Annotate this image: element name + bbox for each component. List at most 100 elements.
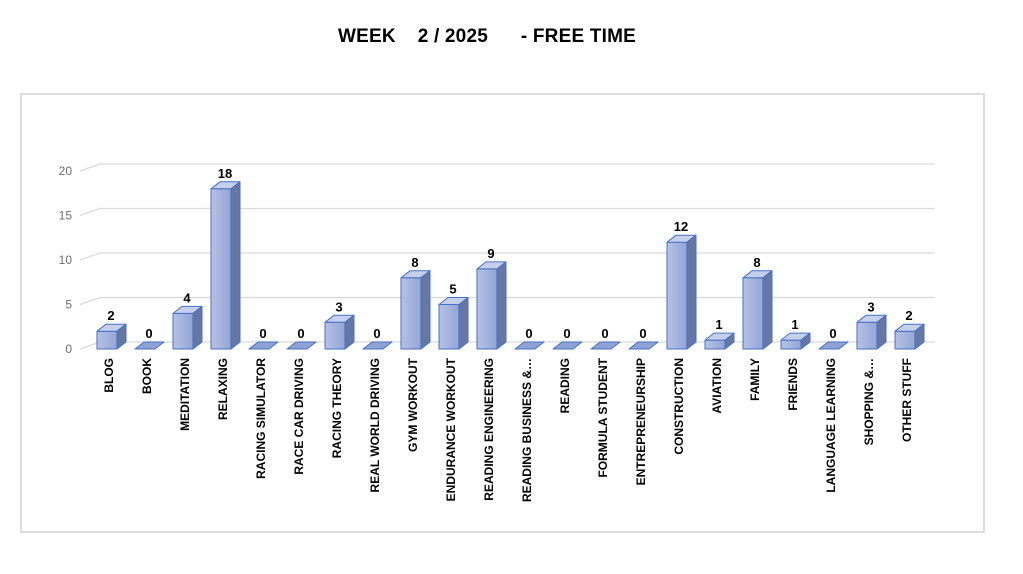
bar-zero-tile xyxy=(552,341,583,350)
category-label: REAL WORLD DRIVING xyxy=(368,358,382,492)
category-label: BOOK xyxy=(140,358,154,394)
bar-front-face xyxy=(856,321,878,350)
bar-side-face xyxy=(496,261,507,350)
data-label: 4 xyxy=(183,290,191,305)
bar-front-face xyxy=(780,339,802,350)
bar-front-face xyxy=(172,312,194,350)
bar-side-face xyxy=(686,234,697,350)
bar xyxy=(362,341,393,350)
data-label: 0 xyxy=(373,326,380,341)
data-label: 0 xyxy=(829,326,836,341)
bar xyxy=(400,270,431,350)
bar-zero-tile xyxy=(134,341,165,350)
bar xyxy=(552,341,583,350)
category-label: FRIENDS xyxy=(786,358,800,411)
bar-front-face xyxy=(400,277,422,350)
category-label: CONSTRUCTION xyxy=(672,358,686,455)
bar-zero-tile xyxy=(248,341,279,350)
y-tick-label: 5 xyxy=(65,298,72,312)
bar-zero-tile xyxy=(514,341,545,350)
bar xyxy=(286,341,317,350)
category-label: BLOG xyxy=(102,358,116,393)
data-label: 9 xyxy=(487,246,494,261)
category-label: RACING THEORY xyxy=(330,358,344,458)
y-tick-label: 10 xyxy=(59,253,73,267)
data-label: 3 xyxy=(867,299,874,314)
bar-side-face xyxy=(800,332,811,350)
category-label: READING xyxy=(558,358,572,413)
bar-side-face xyxy=(876,314,887,350)
data-label: 8 xyxy=(753,255,760,270)
bar-side-face xyxy=(762,270,773,350)
gridline xyxy=(79,252,935,261)
bar xyxy=(172,305,203,350)
data-label: 0 xyxy=(563,326,570,341)
category-label: MEDITATION xyxy=(178,358,192,431)
bar xyxy=(628,341,659,350)
gridline xyxy=(79,296,935,306)
data-label: 5 xyxy=(449,282,456,297)
data-label: 1 xyxy=(715,317,722,332)
bar xyxy=(476,261,507,350)
bar-side-face xyxy=(914,323,925,350)
bar-side-face xyxy=(192,305,203,350)
category-label: READING ENGINEERING xyxy=(482,358,496,501)
category-label: FORMULA STUDENT xyxy=(596,357,610,477)
data-label: 0 xyxy=(525,326,532,341)
bar xyxy=(856,314,887,350)
bar xyxy=(894,323,925,350)
bar-side-face xyxy=(458,297,469,350)
category-label: FAMILY xyxy=(748,358,762,401)
bar-front-face xyxy=(324,321,346,350)
bar-side-face xyxy=(420,270,431,350)
data-label: 18 xyxy=(218,166,232,181)
bar-side-face xyxy=(344,314,355,350)
chart-area: 0 5 10 15 20 2 BLOG 0 BOOK 4 MEDITATION 18 RELAXING… xyxy=(20,93,985,533)
bar-side-face xyxy=(724,332,735,350)
bar-front-face xyxy=(438,304,460,350)
bar xyxy=(324,314,355,350)
data-label: 12 xyxy=(674,219,688,234)
bar xyxy=(248,341,279,350)
category-label: ENDURANCE WORKOUT xyxy=(444,357,458,501)
category-label: RELAXING xyxy=(216,358,230,420)
bar xyxy=(742,270,773,350)
gridline xyxy=(79,163,935,172)
bar-side-face xyxy=(116,323,127,350)
bar xyxy=(96,323,127,350)
bar xyxy=(438,297,469,350)
data-label: 0 xyxy=(145,326,152,341)
category-label: RACING SIMULATOR xyxy=(254,358,268,479)
bar-zero-tile xyxy=(628,341,659,350)
bar-front-face xyxy=(96,330,118,350)
bar-front-face xyxy=(894,330,916,350)
y-tick-label: 15 xyxy=(59,209,73,223)
category-label: GYM WORKOUT xyxy=(406,357,420,452)
category-label: RACE CAR DRIVING xyxy=(292,358,306,475)
bar-front-face xyxy=(666,241,688,350)
bar-side-face xyxy=(230,181,241,350)
bar xyxy=(134,341,165,350)
category-label: LANGUAGE LEARNING xyxy=(824,358,838,493)
data-label: 0 xyxy=(297,326,304,341)
bars xyxy=(96,181,925,350)
data-label: 0 xyxy=(639,326,646,341)
bar xyxy=(704,332,735,350)
category-label: READING BUSINESS &… xyxy=(520,358,534,502)
bar xyxy=(514,341,545,350)
category-label: AVIATION xyxy=(710,358,724,414)
chart-title: WEEK 2 / 2025 - FREE TIME xyxy=(337,26,637,47)
bar-zero-tile xyxy=(362,341,393,350)
y-tick-label: 20 xyxy=(59,164,73,178)
bar-zero-tile xyxy=(818,341,849,350)
bar-front-face xyxy=(210,188,232,350)
data-label: 2 xyxy=(107,308,114,323)
data-label: 1 xyxy=(791,317,798,332)
gridline xyxy=(79,207,935,217)
bar xyxy=(780,332,811,350)
bar-zero-tile xyxy=(286,341,317,350)
data-label: 8 xyxy=(411,255,418,270)
bar-front-face xyxy=(704,339,726,350)
